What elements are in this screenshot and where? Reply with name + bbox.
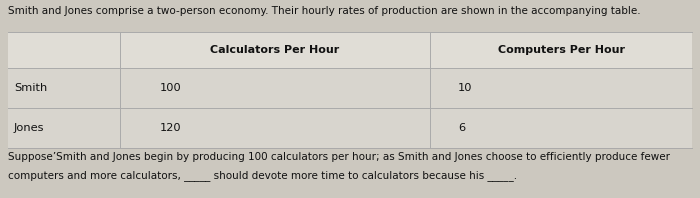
- Text: 6: 6: [458, 123, 465, 133]
- Bar: [8, 108, 692, 148]
- Text: Calculators Per Hour: Calculators Per Hour: [211, 45, 340, 55]
- Text: Smith: Smith: [14, 83, 48, 93]
- Text: 100: 100: [160, 83, 182, 93]
- Text: Jones: Jones: [14, 123, 45, 133]
- Text: Computers Per Hour: Computers Per Hour: [498, 45, 624, 55]
- Text: 120: 120: [160, 123, 181, 133]
- Text: computers and more calculators, _____ should devote more time to calculators bec: computers and more calculators, _____ sh…: [8, 170, 517, 181]
- Text: Suppose’Smith and Jones begin by producing 100 calculators per hour; as Smith an: Suppose’Smith and Jones begin by produci…: [8, 152, 670, 162]
- Text: 10: 10: [458, 83, 472, 93]
- Bar: [8, 68, 692, 108]
- Bar: [8, 32, 692, 148]
- Text: Smith and Jones comprise a two-person economy. Their hourly rates of production : Smith and Jones comprise a two-person ec…: [8, 6, 641, 16]
